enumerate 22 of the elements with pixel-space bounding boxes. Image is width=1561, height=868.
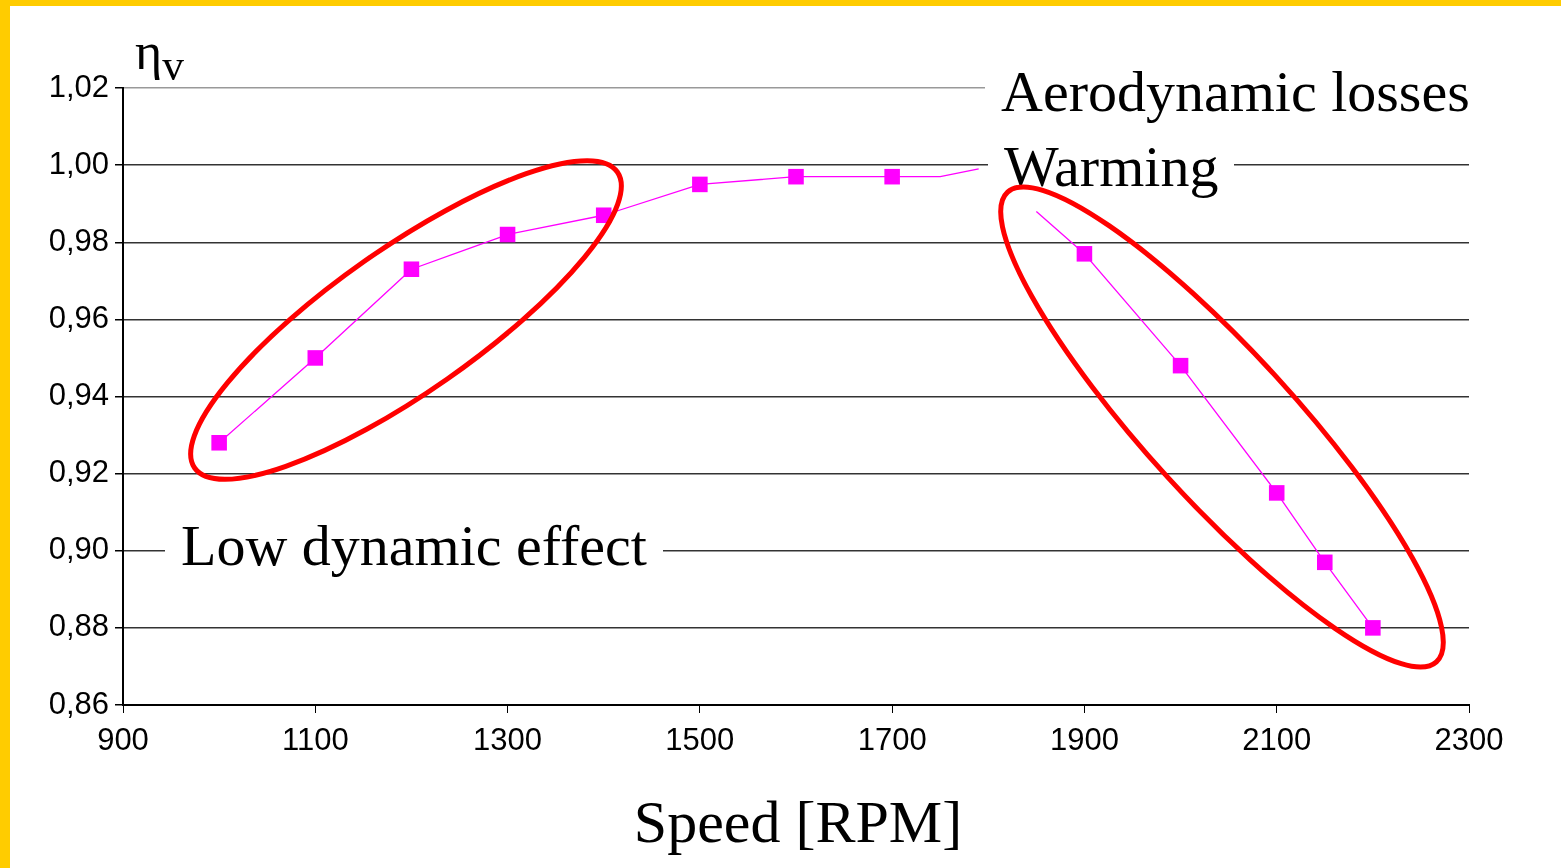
y-tick-label: 0,86 (48, 685, 109, 721)
y-tick-label: 0,92 (48, 454, 109, 490)
y-tick-label: 0,98 (48, 222, 109, 258)
y-tick-label: 1,00 (48, 145, 109, 181)
x-tick-label: 1900 (1049, 722, 1119, 758)
y-tick-label: 0,88 (48, 608, 109, 644)
x-tick-label: 1700 (857, 722, 927, 758)
x-axis-title: Speed [RPM] (632, 788, 964, 857)
y-tick-label: 1,02 (48, 68, 109, 104)
y-tick-label: 0,90 (48, 531, 109, 567)
y-tick-label: 0,94 (48, 377, 109, 413)
x-tick-label: 900 (97, 722, 149, 758)
x-tick-label: 1500 (665, 722, 735, 758)
x-tick-label: 2300 (1434, 722, 1504, 758)
y-tick-label: 0,96 (48, 299, 109, 335)
x-tick-label: 1100 (281, 722, 349, 758)
annotation: Warming (988, 131, 1235, 203)
y-axis-title: η$_{v}$ (135, 22, 184, 91)
x-tick-label: 2100 (1242, 722, 1312, 758)
annotation: Low dynamic effect (165, 510, 663, 582)
annotation: Aerodynamic losses (985, 56, 1486, 128)
x-tick-label: 1300 (473, 722, 543, 758)
